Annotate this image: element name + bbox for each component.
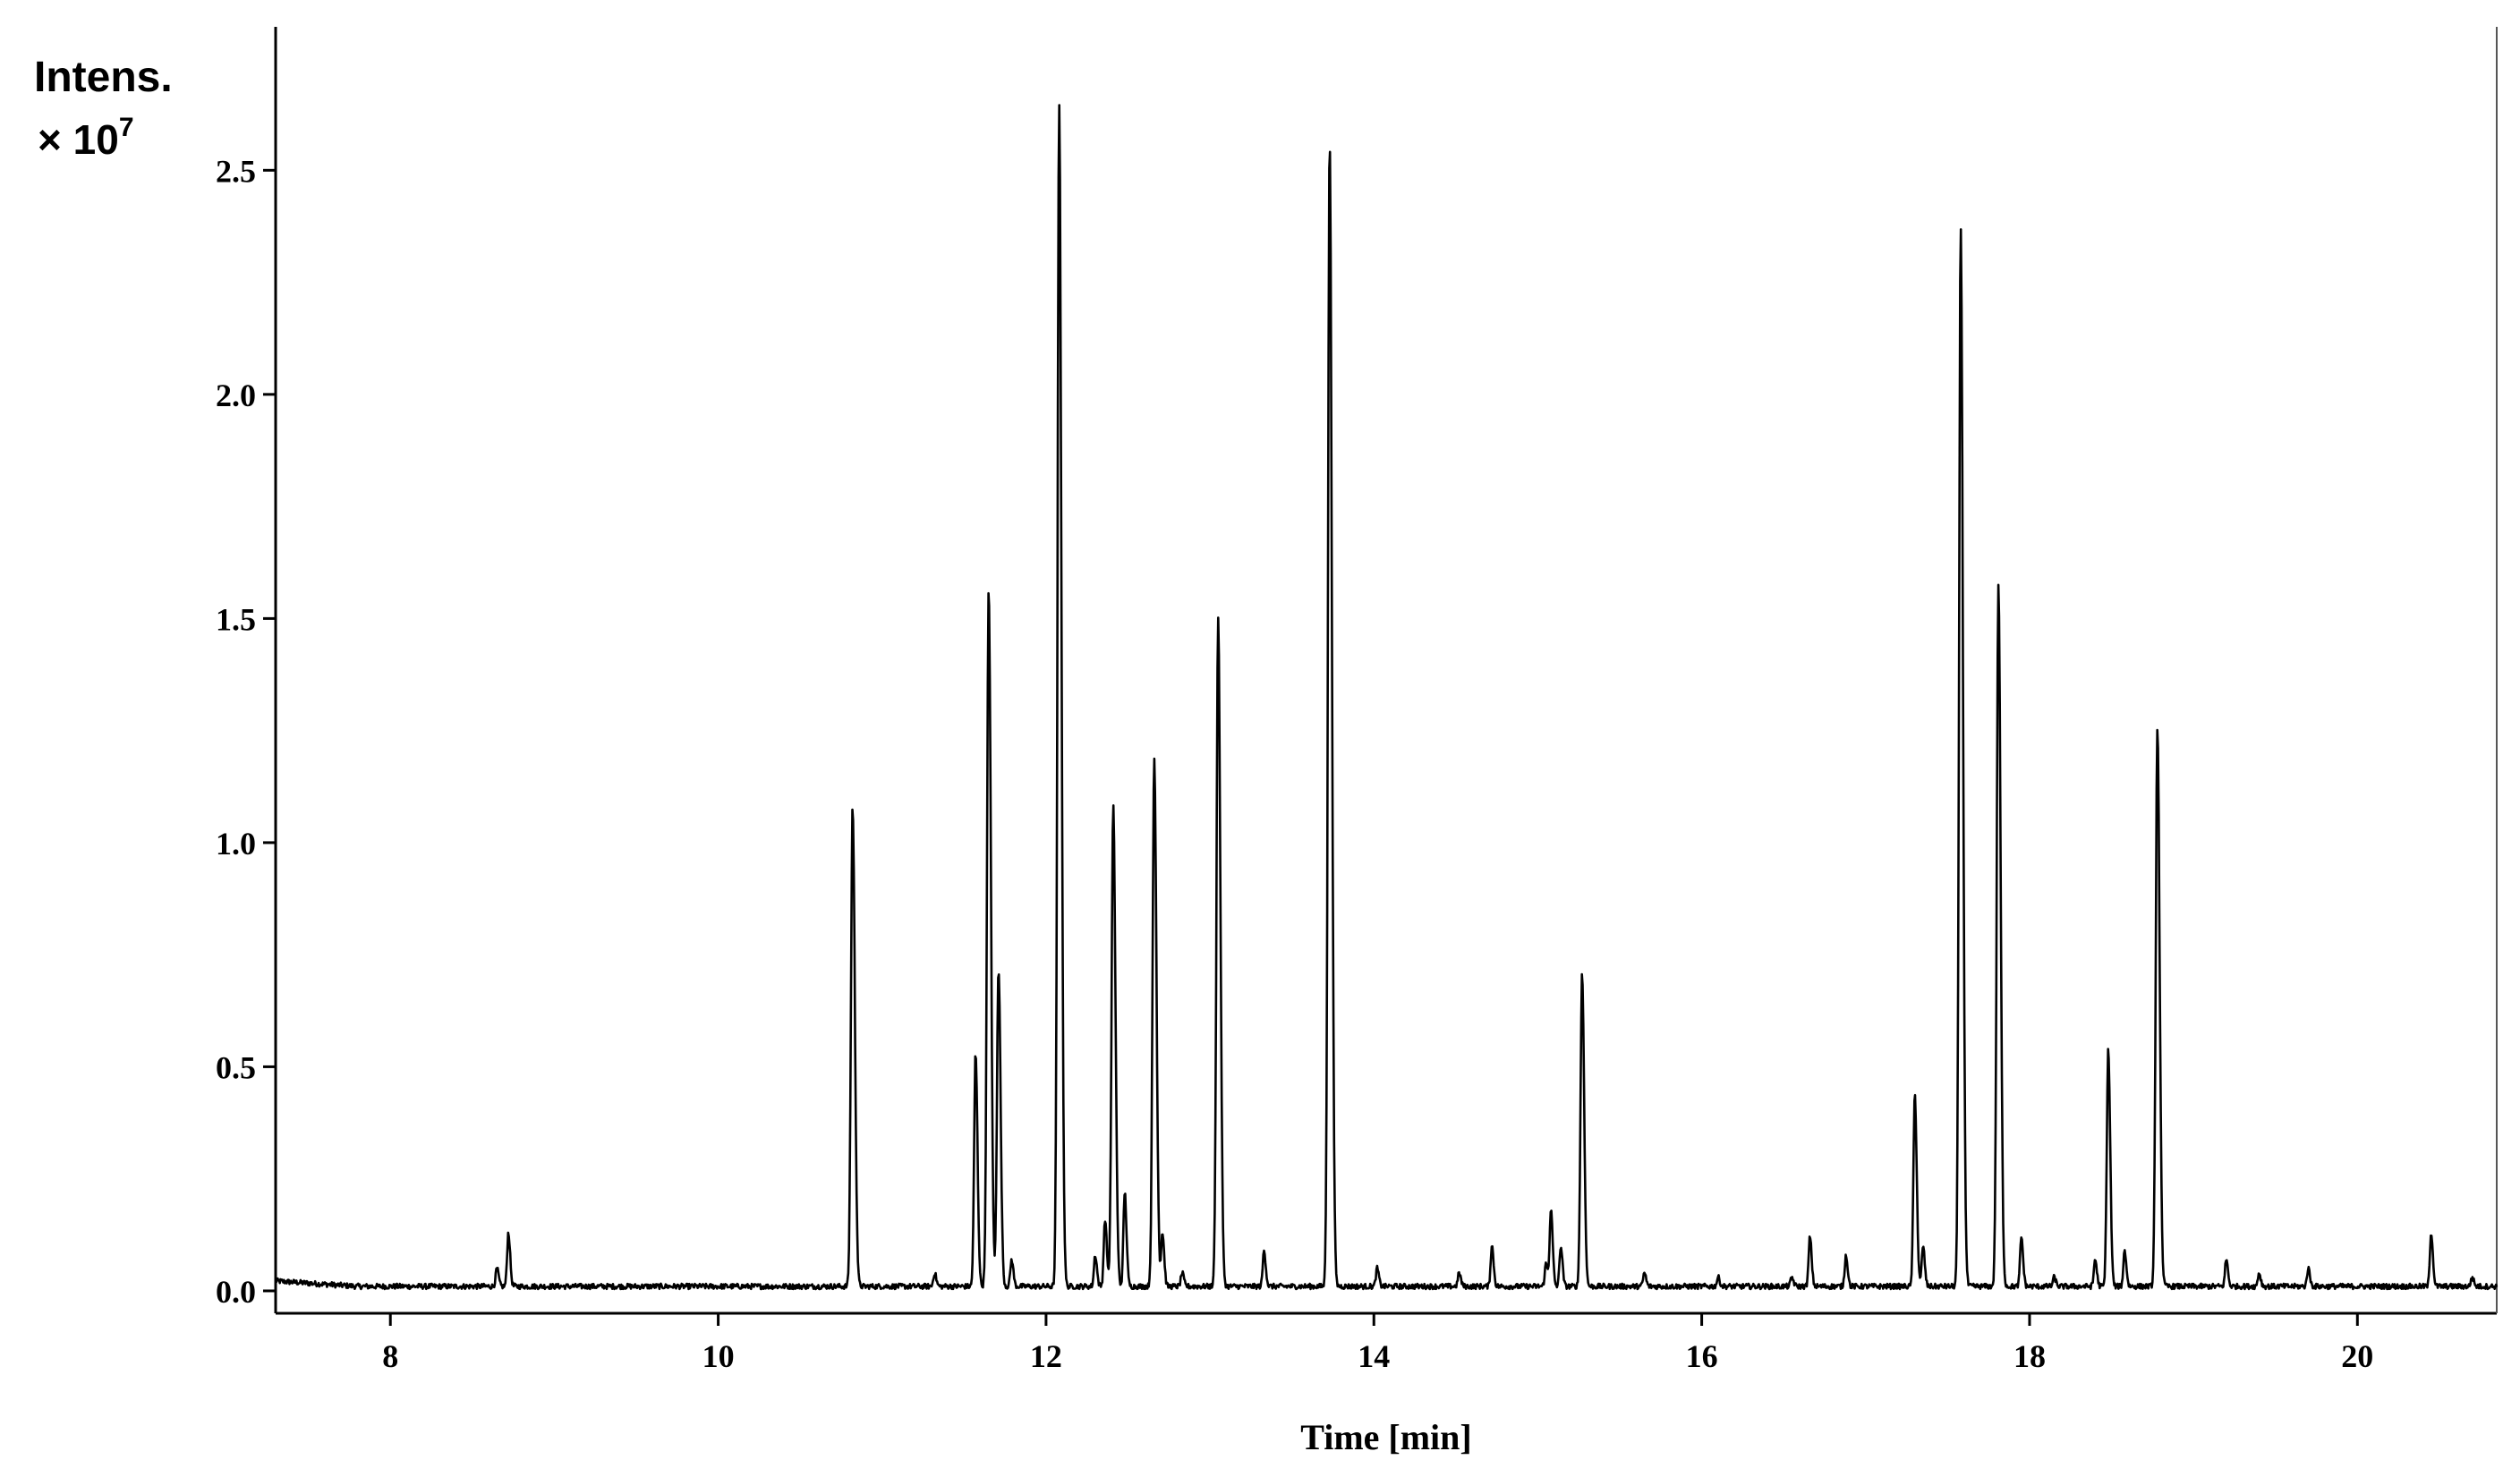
x-tick-label: 14 bbox=[1358, 1338, 1390, 1374]
y-axis-multiplier-base: × 10 bbox=[38, 116, 119, 163]
y-axis-multiplier-exponent: 7 bbox=[119, 113, 134, 142]
y-tick-label: 0.0 bbox=[216, 1274, 256, 1310]
y-tick-label: 1.5 bbox=[216, 601, 256, 637]
x-tick-label: 18 bbox=[2013, 1338, 2046, 1374]
x-tick-label: 8 bbox=[382, 1338, 398, 1374]
y-axis-ticks: 0.0 0.5 1.0 1.5 2.0 2.5 bbox=[216, 153, 276, 1310]
x-tick-label: 16 bbox=[1686, 1338, 1718, 1374]
x-tick-label: 12 bbox=[1030, 1338, 1062, 1374]
y-tick-label: 2.0 bbox=[216, 378, 256, 413]
y-tick-label: 0.5 bbox=[216, 1049, 256, 1085]
x-tick-label: 10 bbox=[702, 1338, 735, 1374]
y-axis-multiplier: × 107 bbox=[38, 113, 134, 163]
chromatogram-trace bbox=[274, 104, 2499, 1291]
x-axis-ticks: 8 10 12 14 16 18 20 bbox=[382, 1313, 2373, 1374]
y-tick-label: 1.0 bbox=[216, 826, 256, 862]
y-axis-title: Intens. bbox=[34, 54, 173, 101]
x-tick-label: 20 bbox=[2341, 1338, 2373, 1374]
plot-frame bbox=[274, 27, 2498, 1315]
x-axis-title: Time [min] bbox=[1300, 1417, 1471, 1457]
y-tick-label: 2.5 bbox=[216, 153, 256, 189]
